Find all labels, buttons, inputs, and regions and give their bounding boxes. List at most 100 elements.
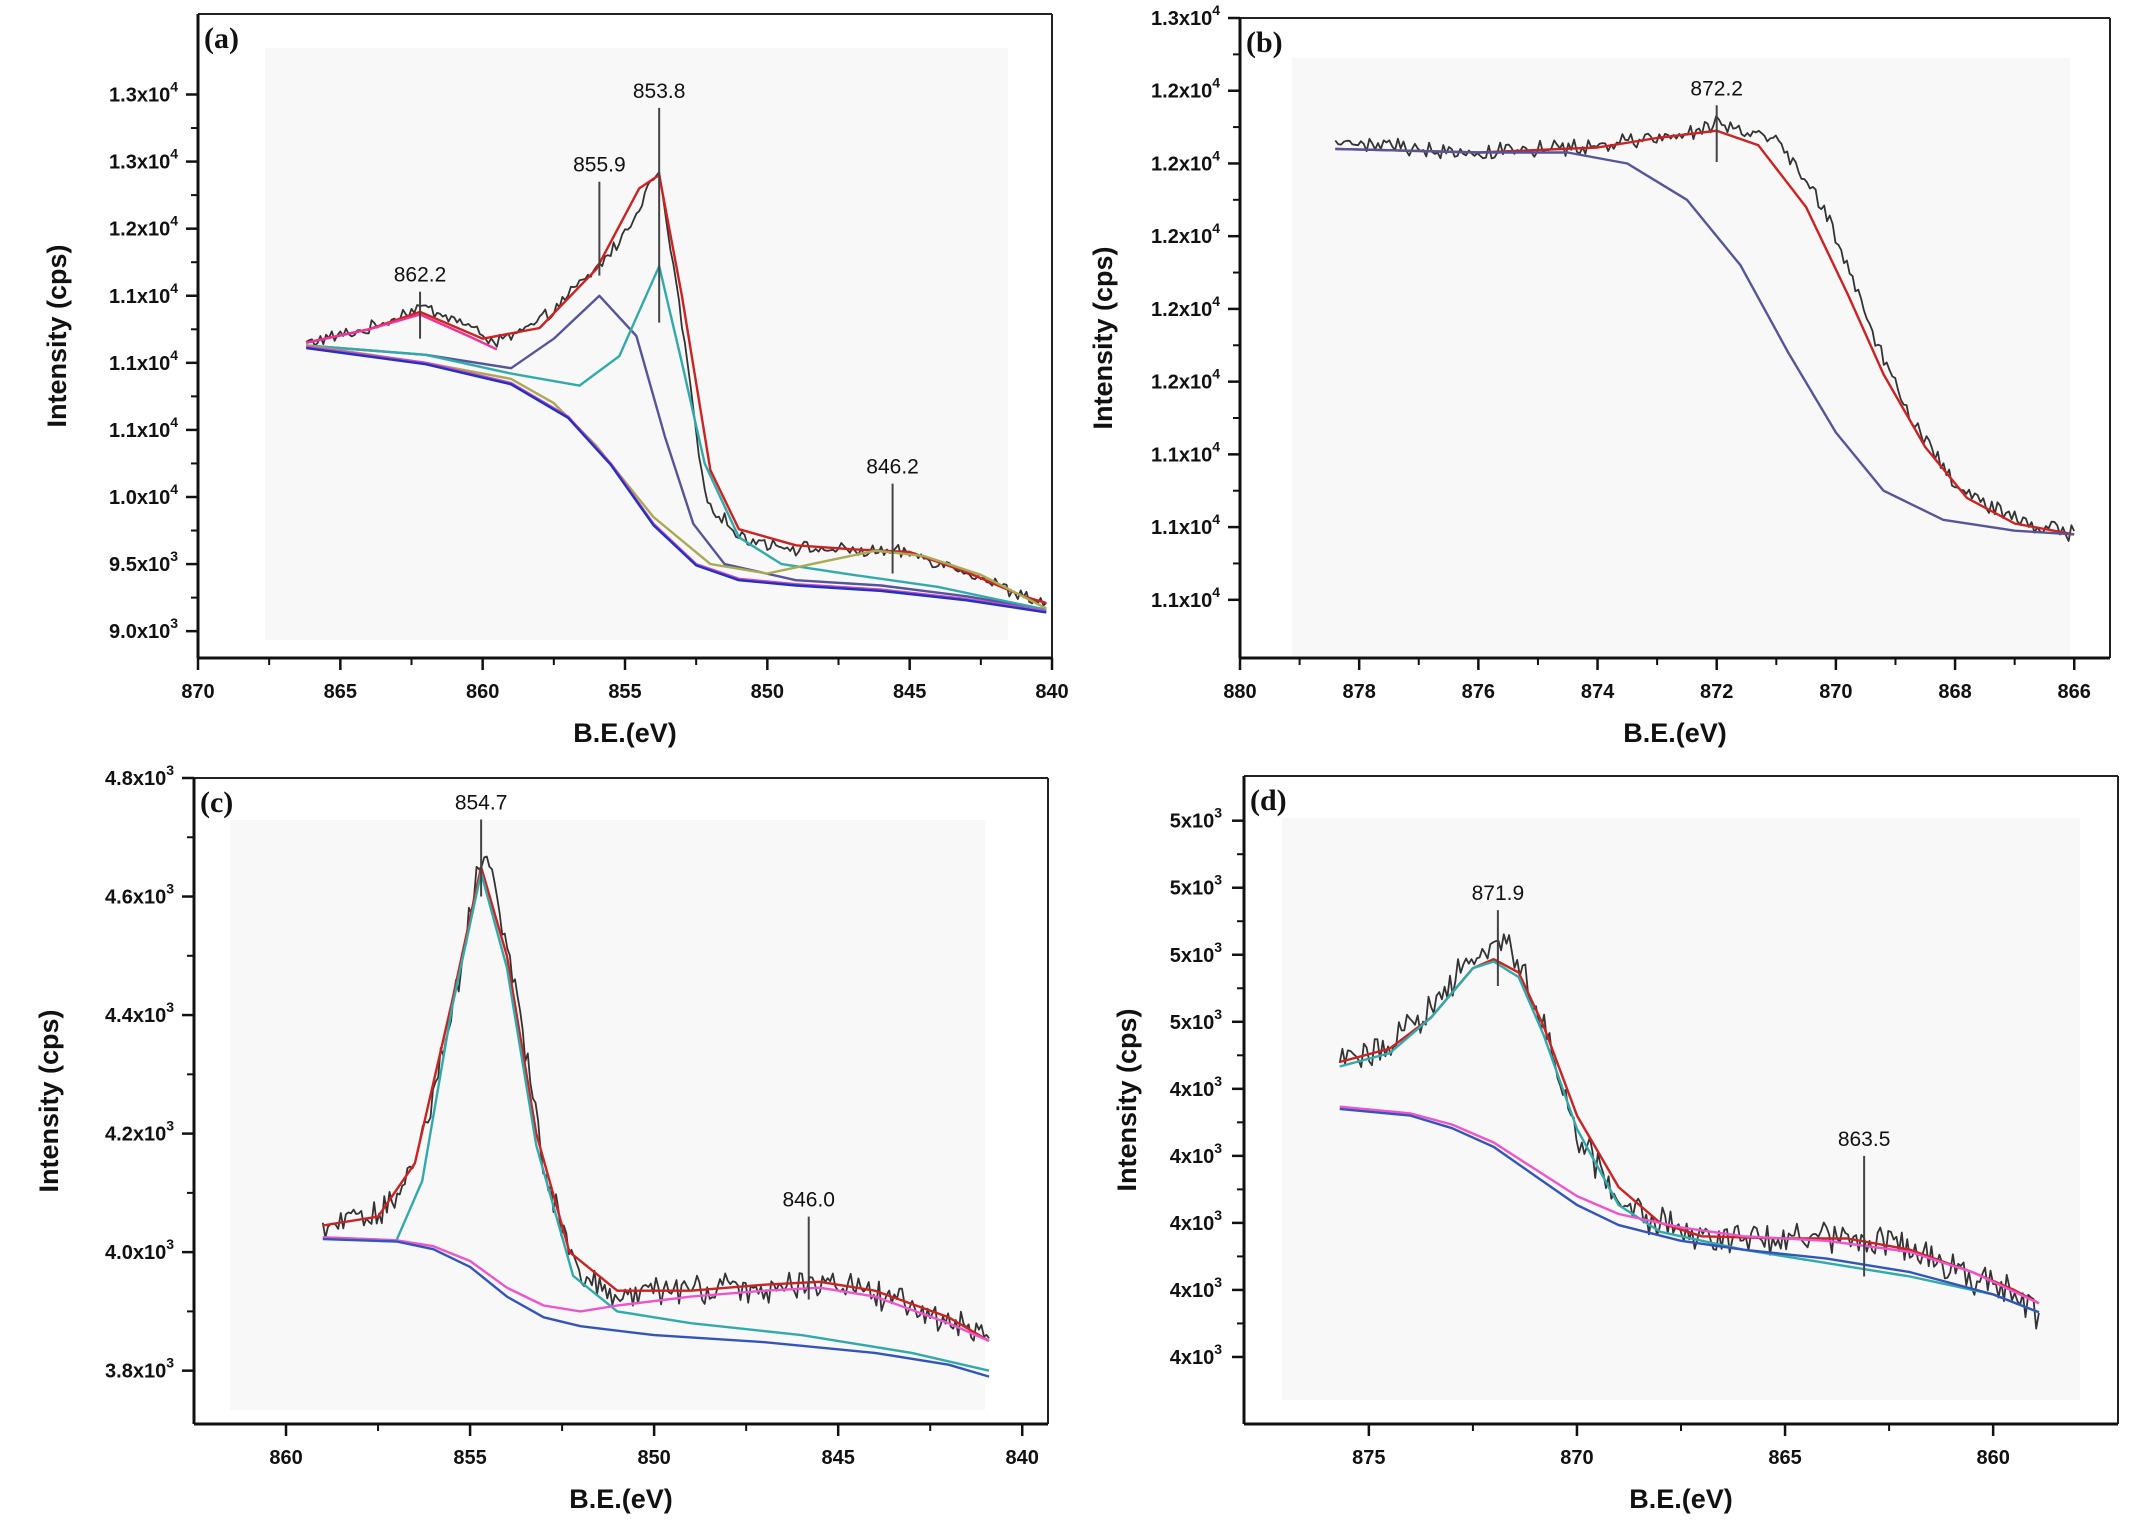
y-tick-label: 1.2x104 (1151, 147, 1220, 175)
series-fit-line (1339, 960, 2040, 1314)
series-group (1338, 933, 2040, 1330)
y-tick-label: 4x103 (1170, 1274, 1223, 1302)
x-tick-label: 845 (893, 681, 926, 703)
y-tick-label: 4x103 (1170, 1207, 1223, 1235)
x-axis-title: B.E.(eV) (1623, 718, 1727, 748)
x-tick-label: 876 (1462, 681, 1495, 703)
y-tick-label: 5x103 (1170, 805, 1223, 833)
series-fit-line (1339, 1107, 2040, 1314)
panel-b: 880 878 876 874 872 870 868 866 1.1x104 1.1x104 1.… (1088, 2, 2111, 748)
y-tick-label: 4.4x103 (105, 999, 174, 1027)
series-fit-line (306, 344, 1047, 610)
series-fit-line (306, 294, 1047, 611)
x-tick-label: 872 (1700, 681, 1733, 703)
series-fit-line (322, 865, 990, 1343)
plot-area (1292, 58, 2070, 656)
x-tick-label: 874 (1581, 681, 1615, 703)
x-tick-label: 865 (1768, 1447, 1801, 1469)
series-group (1334, 115, 2076, 542)
panels-root: 870 865 860 855 850 845 840 9.0x103 9.5x103 1.0x1… (34, 2, 2119, 1514)
y-tick-label: 5x103 (1170, 1006, 1223, 1034)
peak-label: 854.7 (455, 791, 508, 814)
y-tick-label: 1.1x104 (109, 280, 178, 308)
peak-label: 871.9 (1472, 882, 1525, 905)
y-tick-label: 1.2x104 (1151, 75, 1220, 103)
plot-area (230, 820, 985, 1410)
y-tick-label: 1.3x104 (109, 146, 178, 174)
y-axis-title: Intensity (cps) (1112, 1008, 1142, 1191)
x-tick-label: 866 (2058, 681, 2091, 703)
panel-label: (b) (1246, 26, 1283, 59)
peak-label: 853.8 (633, 80, 686, 103)
y-tick-label: 4x103 (1170, 1073, 1223, 1101)
y-tick-label: 1.0x104 (109, 481, 178, 509)
y-tick-label: 1.2x104 (109, 213, 178, 241)
y-tick-label: 1.1x104 (109, 414, 178, 442)
y-tick-label: 4.2x103 (105, 1118, 174, 1146)
x-tick-label: 875 (1352, 1447, 1385, 1469)
y-tick-label: 5x103 (1170, 872, 1223, 900)
panel-d: 875 870 865 860 4x103 4x103 4x103 4x103 4x103 5x1… (1112, 775, 2119, 1514)
y-tick-label: 1.3x104 (1151, 2, 1220, 30)
y-tick-label: 1.2x104 (1151, 220, 1220, 248)
x-tick-label: 860 (466, 681, 499, 703)
y-axis-title: Intensity (cps) (42, 244, 72, 427)
y-tick-label: 1.3x104 (109, 79, 178, 107)
y-tick-label: 4.6x103 (105, 881, 174, 909)
x-tick-label: 870 (1819, 681, 1852, 703)
y-axis-title: Intensity (cps) (1088, 246, 1118, 429)
panel-label: (a) (204, 22, 239, 55)
peak-label: 846.0 (782, 1189, 835, 1212)
panel-c: 860 855 850 845 840 3.8x103 4.0x103 4.2x103 4.4x… (34, 762, 1049, 1514)
x-tick-label: 865 (324, 681, 357, 703)
y-tick-label: 1.1x104 (1151, 584, 1220, 612)
x-axis-title: B.E.(eV) (1629, 1484, 1733, 1514)
series-fit-line (322, 1237, 990, 1378)
peak-label: 855.9 (573, 154, 626, 177)
y-tick-label: 1.2x104 (1151, 366, 1220, 394)
x-axis-title: B.E.(eV) (569, 1484, 673, 1514)
x-tick-label: 878 (1342, 681, 1375, 703)
peak-label: 863.5 (1838, 1128, 1891, 1151)
x-tick-label: 870 (181, 681, 214, 703)
series-fit-line (322, 1236, 990, 1343)
x-tick-label: 860 (1976, 1447, 2009, 1469)
y-tick-label: 1.2x104 (1151, 293, 1220, 321)
series-fit-line (1335, 129, 2075, 536)
y-tick-label: 9.0x103 (109, 615, 178, 643)
y-tick-label: 9.5x103 (109, 548, 178, 576)
x-tick-label: 850 (751, 681, 784, 703)
series-fit-line (306, 346, 1047, 614)
plot-area (1282, 818, 2080, 1400)
x-tick-label: 855 (453, 1447, 486, 1469)
series-group (321, 855, 990, 1378)
y-tick-label: 5x103 (1170, 939, 1223, 967)
panel-a: 870 865 860 855 850 845 840 9.0x103 9.5x103 1.0x1… (42, 13, 1069, 748)
plot-area (265, 48, 1008, 640)
peak-label: 862.2 (394, 264, 447, 287)
y-tick-label: 4x103 (1170, 1140, 1223, 1168)
series-fit-line (322, 871, 990, 1372)
y-tick-label: 3.8x103 (105, 1355, 174, 1383)
y-tick-label: 1.1x104 (1151, 438, 1220, 466)
peak-label: 872.2 (1690, 77, 1743, 100)
x-tick-label: 855 (608, 681, 641, 703)
panel-label: (d) (1250, 784, 1287, 817)
x-tick-label: 868 (1938, 681, 1971, 703)
x-tick-label: 840 (1035, 681, 1068, 703)
y-tick-label: 1.1x104 (109, 347, 178, 375)
y-axis-title: Intensity (cps) (34, 1009, 64, 1192)
y-tick-label: 4.8x103 (105, 762, 174, 790)
x-tick-label: 845 (821, 1447, 854, 1469)
series-fit-line (306, 265, 1047, 611)
series-raw-data (321, 855, 990, 1342)
series-group (305, 171, 1047, 614)
x-tick-label: 870 (1560, 1447, 1593, 1469)
x-tick-label: 840 (1006, 1447, 1039, 1469)
y-tick-label: 4x103 (1170, 1341, 1223, 1369)
x-tick-label: 880 (1223, 681, 1256, 703)
x-tick-label: 850 (637, 1447, 670, 1469)
peak-label: 846.2 (866, 456, 919, 479)
x-tick-label: 860 (269, 1447, 302, 1469)
